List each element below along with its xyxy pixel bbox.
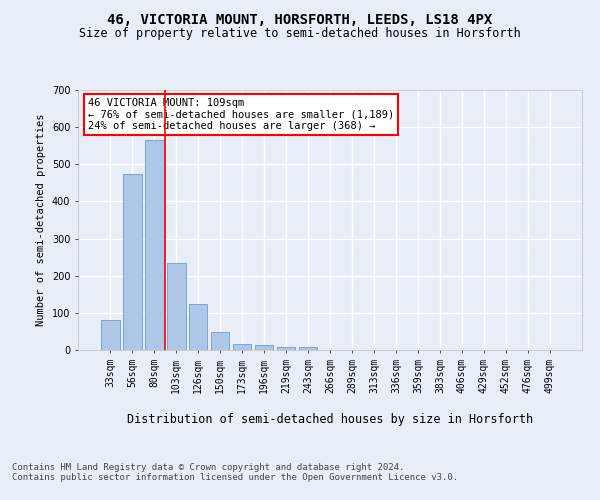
Bar — [145, 140, 164, 350]
Bar — [233, 344, 251, 350]
Bar — [189, 304, 208, 350]
Text: 46, VICTORIA MOUNT, HORSFORTH, LEEDS, LS18 4PX: 46, VICTORIA MOUNT, HORSFORTH, LEEDS, LS… — [107, 12, 493, 26]
Text: 46 VICTORIA MOUNT: 109sqm
← 76% of semi-detached houses are smaller (1,189)
24% : 46 VICTORIA MOUNT: 109sqm ← 76% of semi-… — [88, 98, 394, 131]
Bar — [299, 348, 317, 350]
Bar — [101, 320, 119, 350]
Bar — [211, 332, 229, 350]
Bar — [167, 262, 185, 350]
Text: Size of property relative to semi-detached houses in Horsforth: Size of property relative to semi-detach… — [79, 28, 521, 40]
Bar — [123, 174, 142, 350]
Text: Contains HM Land Registry data © Crown copyright and database right 2024.
Contai: Contains HM Land Registry data © Crown c… — [12, 462, 458, 482]
Text: Distribution of semi-detached houses by size in Horsforth: Distribution of semi-detached houses by … — [127, 412, 533, 426]
Y-axis label: Number of semi-detached properties: Number of semi-detached properties — [37, 114, 46, 326]
Bar — [277, 346, 295, 350]
Bar — [255, 345, 274, 350]
